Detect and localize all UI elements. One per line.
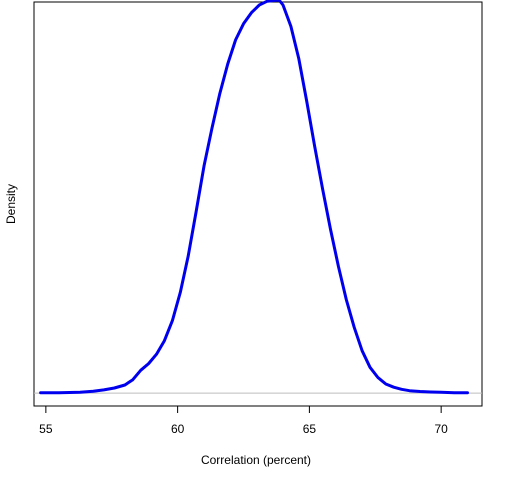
x-tick-label: 70 [434,422,448,436]
x-tick-label: 60 [171,422,185,436]
density-line [39,0,469,395]
plot-frame [33,1,483,407]
x-tick-label: 65 [303,422,317,436]
x-tick-label: 55 [39,422,53,436]
x-axis: 55 60 65 70 [39,406,448,436]
x-axis-label: Correlation (percent) [201,453,311,467]
y-axis-label: Density [4,184,18,224]
